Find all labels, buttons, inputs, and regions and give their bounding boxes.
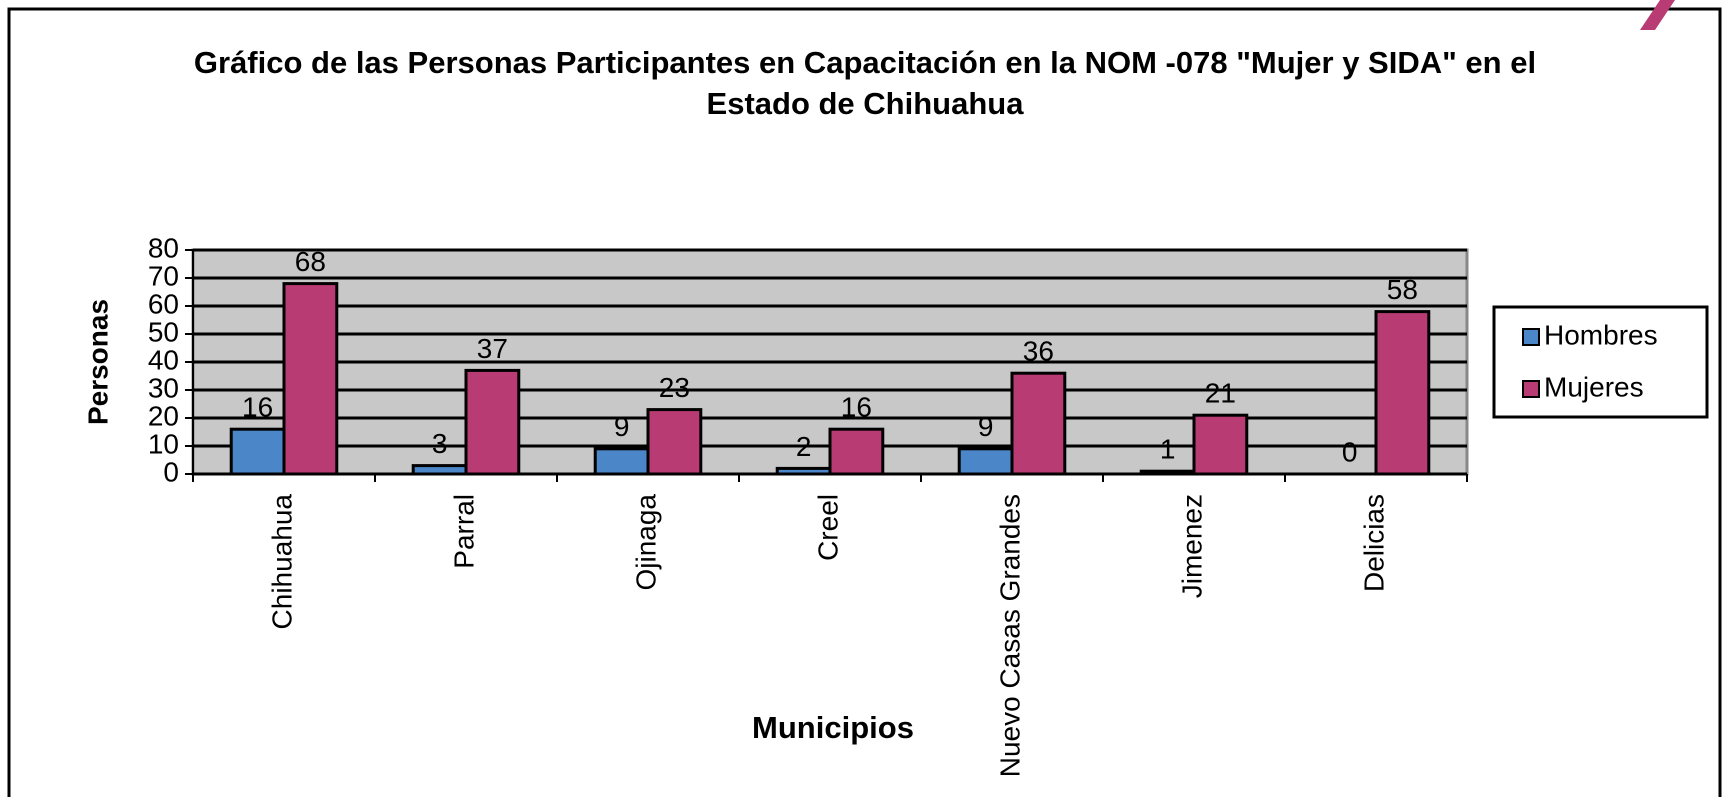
bar <box>282 282 339 476</box>
bar <box>646 408 703 476</box>
y-tick-label: 30 <box>148 372 179 403</box>
bar <box>1010 371 1067 476</box>
y-tick-label: 0 <box>163 456 179 487</box>
data-label: 3 <box>432 428 448 459</box>
x-axis-label: Municipios <box>752 710 914 745</box>
bar <box>464 368 521 476</box>
x-tick-label: Creel <box>812 494 843 561</box>
data-label: 16 <box>841 392 872 423</box>
data-label: 21 <box>1205 378 1236 409</box>
x-tick-label: Chihuahua <box>266 494 297 630</box>
bar <box>593 447 650 476</box>
data-label: 9 <box>614 411 630 442</box>
bar <box>229 427 286 476</box>
y-tick-label: 10 <box>148 428 179 459</box>
data-label: 68 <box>295 246 326 277</box>
bar <box>1139 469 1196 476</box>
y-tick-label: 20 <box>148 400 179 431</box>
data-label: 23 <box>659 372 690 403</box>
bar <box>957 447 1014 476</box>
bar <box>828 427 885 476</box>
y-tick-label: 50 <box>148 316 179 347</box>
frame <box>7 7 1722 797</box>
bar <box>775 466 832 476</box>
x-tick-label: Nuevo Casas Grandes <box>994 494 1025 777</box>
legend-swatch <box>1522 380 1540 398</box>
legend-label: Mujeres <box>1544 371 1644 402</box>
data-label: 37 <box>477 333 508 364</box>
bar <box>1374 310 1431 476</box>
y-tick-label: 60 <box>148 288 179 319</box>
y-axis-label: Personas <box>82 299 113 425</box>
data-label: 9 <box>978 411 994 442</box>
x-tick-label: Jimenez <box>1176 494 1207 598</box>
x-tick-label: Ojinaga <box>630 494 661 591</box>
x-tick-label: Delicias <box>1358 494 1389 592</box>
data-label: 2 <box>796 431 812 462</box>
data-label: 58 <box>1387 274 1418 305</box>
legend-swatch <box>1522 328 1540 346</box>
bar <box>411 464 468 476</box>
bar <box>1192 413 1249 476</box>
data-label: 16 <box>242 392 273 423</box>
y-tick-label: 80 <box>148 232 179 263</box>
data-label: 0 <box>1342 436 1358 467</box>
y-tick-label: 40 <box>148 344 179 375</box>
chart-title: Gráfico de las Personas Participantes en… <box>193 45 1537 121</box>
corner-decoration <box>1640 0 1675 30</box>
y-tick-label: 70 <box>148 260 179 291</box>
legend <box>1492 305 1709 419</box>
data-label: 1 <box>1160 434 1176 465</box>
x-tick-label: Parral <box>448 494 479 569</box>
legend-label: Hombres <box>1544 319 1658 350</box>
data-label: 36 <box>1023 336 1054 367</box>
